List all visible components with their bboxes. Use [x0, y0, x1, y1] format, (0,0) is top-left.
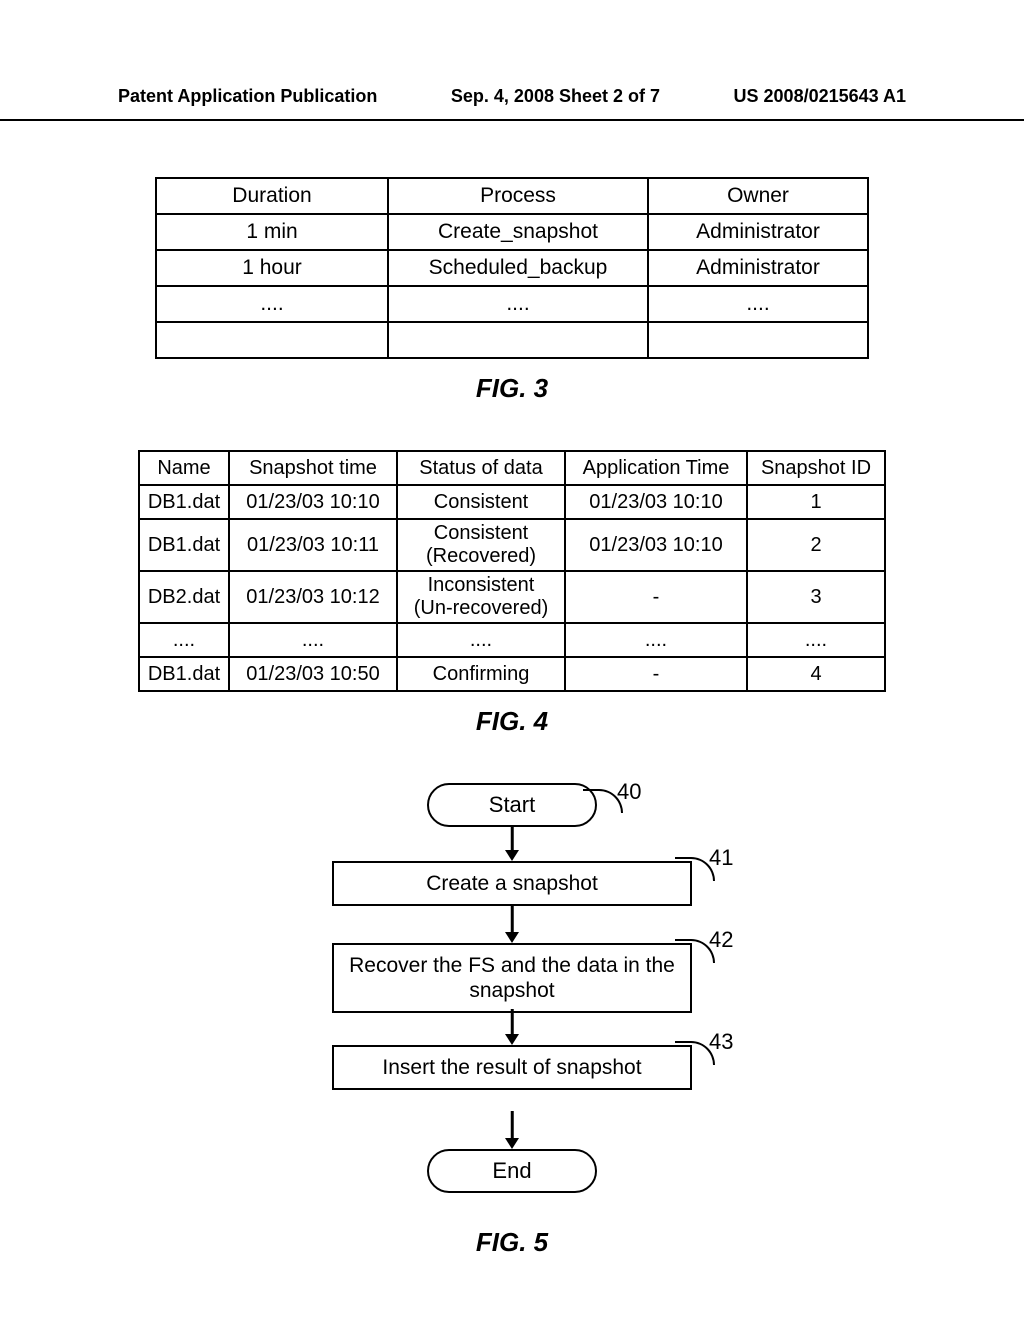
fig3-section: Duration Process Owner 1 min Create_snap…: [0, 177, 1024, 404]
cell: 01/23/03 10:10: [565, 485, 747, 519]
header-left: Patent Application Publication: [118, 86, 377, 107]
col-snapshot-time: Snapshot time: [229, 451, 397, 485]
fig3-label: FIG. 3: [0, 373, 1024, 404]
table-row: DB1.dat 01/23/03 10:10 Consistent 01/23/…: [139, 485, 885, 519]
table-row: 1 min Create_snapshot Administrator: [156, 214, 868, 250]
col-duration: Duration: [156, 178, 388, 214]
col-snapshot-id: Snapshot ID: [747, 451, 885, 485]
flow-step-3: Insert the result of snapshot: [332, 1045, 692, 1090]
fig4-section: Name Snapshot time Status of data Applic…: [0, 450, 1024, 737]
cell: 01/23/03 10:10: [229, 485, 397, 519]
cell: 3: [747, 571, 885, 623]
cell: DB1.dat: [139, 485, 229, 519]
cell: ....: [648, 286, 868, 322]
cell: ....: [229, 623, 397, 657]
header-center: Sep. 4, 2008 Sheet 2 of 7: [451, 86, 660, 107]
cell: Confirming: [397, 657, 565, 691]
flow-end: End: [427, 1149, 597, 1193]
cell: DB1.dat: [139, 657, 229, 691]
cell: Administrator: [648, 250, 868, 286]
table-header-row: Duration Process Owner: [156, 178, 868, 214]
table-row: [156, 322, 868, 358]
flow-step-2: Recover the FS and the data in the snaps…: [332, 943, 692, 1013]
fig4-table: Name Snapshot time Status of data Applic…: [138, 450, 886, 692]
cell: [648, 322, 868, 358]
cell: 1: [747, 485, 885, 519]
cell: ....: [397, 623, 565, 657]
cell: Consistent (Recovered): [397, 519, 565, 571]
cell: [388, 322, 648, 358]
fig3-table: Duration Process Owner 1 min Create_snap…: [155, 177, 869, 359]
flowchart: Start Create a snapshot Recover the FS and…: [297, 783, 727, 1213]
cell: 01/23/03 10:12: [229, 571, 397, 623]
table-row: 1 hour Scheduled_backup Administrator: [156, 250, 868, 286]
cell: Inconsistent (Un-recovered): [397, 571, 565, 623]
cell: ....: [388, 286, 648, 322]
cell: 1 min: [156, 214, 388, 250]
cell: ....: [747, 623, 885, 657]
cell: 2: [747, 519, 885, 571]
cell: -: [565, 657, 747, 691]
table-row: DB1.dat 01/23/03 10:11 Consistent (Recov…: [139, 519, 885, 571]
col-name: Name: [139, 451, 229, 485]
arrow-head-icon: [505, 1138, 519, 1149]
fig5-label: FIG. 5: [0, 1227, 1024, 1258]
table-row: .... .... .... .... ....: [139, 623, 885, 657]
cell: 1 hour: [156, 250, 388, 286]
cell: -: [565, 571, 747, 623]
cell: 01/23/03 10:11: [229, 519, 397, 571]
flow-start: Start: [427, 783, 597, 827]
fig4-label: FIG. 4: [0, 706, 1024, 737]
flow-arrow: [511, 905, 514, 933]
arrow-head-icon: [505, 932, 519, 943]
table-header-row: Name Snapshot time Status of data Applic…: [139, 451, 885, 485]
page-header: Patent Application Publication Sep. 4, 2…: [0, 0, 1024, 121]
cell: ....: [565, 623, 747, 657]
cell: DB2.dat: [139, 571, 229, 623]
cell: ....: [156, 286, 388, 322]
col-status: Status of data: [397, 451, 565, 485]
table-row: .... .... ....: [156, 286, 868, 322]
cell: 01/23/03 10:10: [565, 519, 747, 571]
cell: [156, 322, 388, 358]
cell: 4: [747, 657, 885, 691]
table-row: DB2.dat 01/23/03 10:12 Inconsistent (Un-…: [139, 571, 885, 623]
table-row: DB1.dat 01/23/03 10:50 Confirming - 4: [139, 657, 885, 691]
fig5-section: Start Create a snapshot Recover the FS and…: [0, 783, 1024, 1258]
flow-arrow: [511, 827, 514, 851]
arrow-head-icon: [505, 850, 519, 861]
col-app-time: Application Time: [565, 451, 747, 485]
cell: Administrator: [648, 214, 868, 250]
ref-number: 43: [709, 1029, 733, 1055]
ref-number: 41: [709, 845, 733, 871]
ref-number: 42: [709, 927, 733, 953]
cell: Consistent: [397, 485, 565, 519]
flow-arrow: [511, 1009, 514, 1035]
cell: Scheduled_backup: [388, 250, 648, 286]
header-right: US 2008/0215643 A1: [734, 86, 906, 107]
arrow-head-icon: [505, 1034, 519, 1045]
cell: ....: [139, 623, 229, 657]
cell: DB1.dat: [139, 519, 229, 571]
ref-number: 40: [617, 779, 641, 805]
cell: 01/23/03 10:50: [229, 657, 397, 691]
flow-step-1: Create a snapshot: [332, 861, 692, 906]
flow-arrow: [511, 1111, 514, 1139]
cell: Create_snapshot: [388, 214, 648, 250]
col-owner: Owner: [648, 178, 868, 214]
col-process: Process: [388, 178, 648, 214]
